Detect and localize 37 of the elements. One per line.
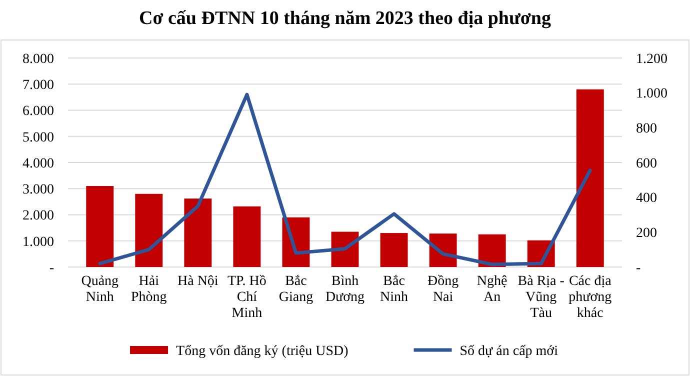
x-tick-label: Bình Dương — [325, 274, 365, 305]
y2-tick-label: 400 — [636, 191, 657, 206]
x-tick-label: Bắc Ninh — [380, 274, 408, 305]
legend-label: Tổng vốn đăng ký (triệu USD) — [176, 344, 349, 359]
y2-tick-label: 800 — [636, 122, 657, 137]
x-tick-label: Bà Rịa - Vũng Tàu — [518, 274, 565, 321]
y2-tick-label: 600 — [636, 156, 657, 172]
y-tick-label: 2.000 — [22, 208, 54, 224]
line-series — [98, 92, 592, 266]
bar — [86, 186, 114, 267]
bar — [380, 233, 408, 267]
bar — [184, 198, 212, 267]
x-tick-label: Hà Nội — [178, 274, 218, 289]
x-tick-label: Các địa phương khác — [568, 274, 612, 321]
y2-tick-label: 1.200 — [636, 52, 668, 67]
y-tick-label: 7.000 — [22, 78, 54, 94]
y-tick-label: 1.000 — [22, 234, 54, 250]
y-tick-label: 3.000 — [22, 182, 54, 198]
x-tick-label: TP. Hồ Chí Minh — [227, 274, 266, 321]
y-tick-label: 5.000 — [22, 130, 54, 146]
y-tick-label: - — [49, 260, 54, 276]
x-tick-label: Đồng Nai — [427, 274, 459, 305]
bar — [576, 89, 604, 267]
chart-title: Cơ cấu ĐTNN 10 tháng năm 2023 theo địa phương — [139, 8, 552, 29]
x-tick-label: Hải Phòng — [130, 274, 167, 305]
x-tick-label: Bắc Giang — [278, 274, 314, 305]
x-tick-label: Quảng Ninh — [81, 274, 119, 305]
bar — [233, 206, 261, 267]
legend-label: Số dự án cấp mới — [460, 344, 558, 359]
x-tick-label: Nghệ An — [476, 274, 508, 305]
bar — [135, 194, 163, 267]
y2-tick-label: - — [636, 260, 641, 276]
y-tick-label: 4.000 — [22, 156, 54, 172]
y-tick-label: 6.000 — [22, 104, 54, 120]
y-tick-label: 8.000 — [22, 52, 54, 67]
y2-tick-label: 1.000 — [636, 86, 668, 102]
y2-tick-label: 200 — [636, 226, 657, 242]
